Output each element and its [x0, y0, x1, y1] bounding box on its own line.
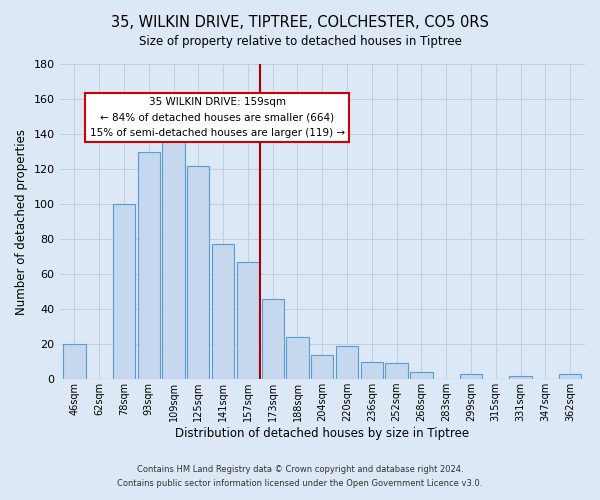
Bar — [187, 166, 209, 379]
Bar — [311, 354, 334, 379]
Bar — [237, 262, 259, 379]
Bar — [559, 374, 581, 379]
Text: Contains HM Land Registry data © Crown copyright and database right 2024.
Contai: Contains HM Land Registry data © Crown c… — [118, 466, 482, 487]
Bar — [509, 376, 532, 379]
Text: 35, WILKIN DRIVE, TIPTREE, COLCHESTER, CO5 0RS: 35, WILKIN DRIVE, TIPTREE, COLCHESTER, C… — [111, 15, 489, 30]
Bar — [410, 372, 433, 379]
Bar — [262, 298, 284, 379]
Bar — [163, 124, 185, 379]
Bar — [336, 346, 358, 379]
Text: Size of property relative to detached houses in Tiptree: Size of property relative to detached ho… — [139, 35, 461, 48]
Bar — [113, 204, 135, 379]
Bar — [137, 152, 160, 379]
Bar — [286, 337, 308, 379]
Y-axis label: Number of detached properties: Number of detached properties — [15, 128, 28, 314]
Bar — [385, 364, 408, 379]
Bar — [212, 244, 234, 379]
Bar — [63, 344, 86, 379]
X-axis label: Distribution of detached houses by size in Tiptree: Distribution of detached houses by size … — [175, 427, 469, 440]
Bar — [460, 374, 482, 379]
Bar — [361, 362, 383, 379]
Text: 35 WILKIN DRIVE: 159sqm
← 84% of detached houses are smaller (664)
15% of semi-d: 35 WILKIN DRIVE: 159sqm ← 84% of detache… — [89, 97, 345, 138]
